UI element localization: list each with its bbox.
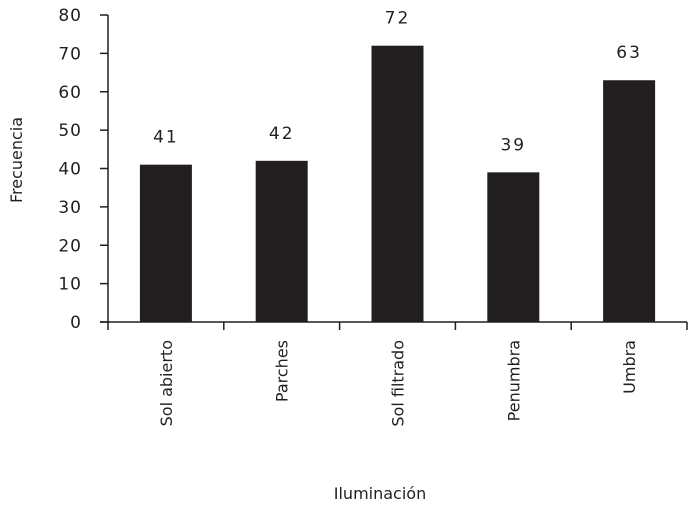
- category-label: Parches: [273, 340, 292, 402]
- y-tick-label: 50: [58, 121, 82, 141]
- data-label: 41: [153, 128, 179, 148]
- x-axis-title: Iluminación: [334, 484, 426, 503]
- y-tick-label: 80: [58, 6, 82, 26]
- category-label: Sol abierto: [157, 340, 176, 426]
- data-label: 72: [385, 9, 411, 29]
- data-labels: 41 42 72 39 63: [153, 9, 642, 156]
- bar: [371, 45, 424, 322]
- category-label: Umbra: [620, 340, 639, 394]
- bar: [603, 80, 656, 322]
- y-tick-label: 10: [58, 275, 82, 295]
- y-tick-label: 40: [58, 160, 82, 180]
- y-tick-label: 70: [58, 44, 82, 64]
- bar: [139, 164, 192, 322]
- y-axis: 0 10 20 30 40 50 60 70 80: [58, 6, 109, 333]
- category-label: Penumbra: [504, 340, 523, 421]
- data-label: 63: [616, 43, 642, 63]
- x-axis: [100, 321, 688, 330]
- y-tick-label: 60: [58, 83, 82, 103]
- y-tick-label: 20: [58, 236, 82, 256]
- y-axis-title: Frecuencia: [7, 117, 26, 203]
- category-label: Sol filtrado: [389, 340, 408, 427]
- bar: [255, 160, 308, 322]
- y-tick-label: 30: [58, 198, 82, 218]
- y-tick-label: 0: [70, 313, 82, 333]
- data-label: 39: [500, 135, 526, 155]
- data-label: 42: [269, 124, 295, 144]
- bars: [139, 45, 656, 322]
- category-labels: Sol abierto Parches Sol filtrado Penumbra Um…: [157, 340, 639, 427]
- bar: [487, 172, 540, 322]
